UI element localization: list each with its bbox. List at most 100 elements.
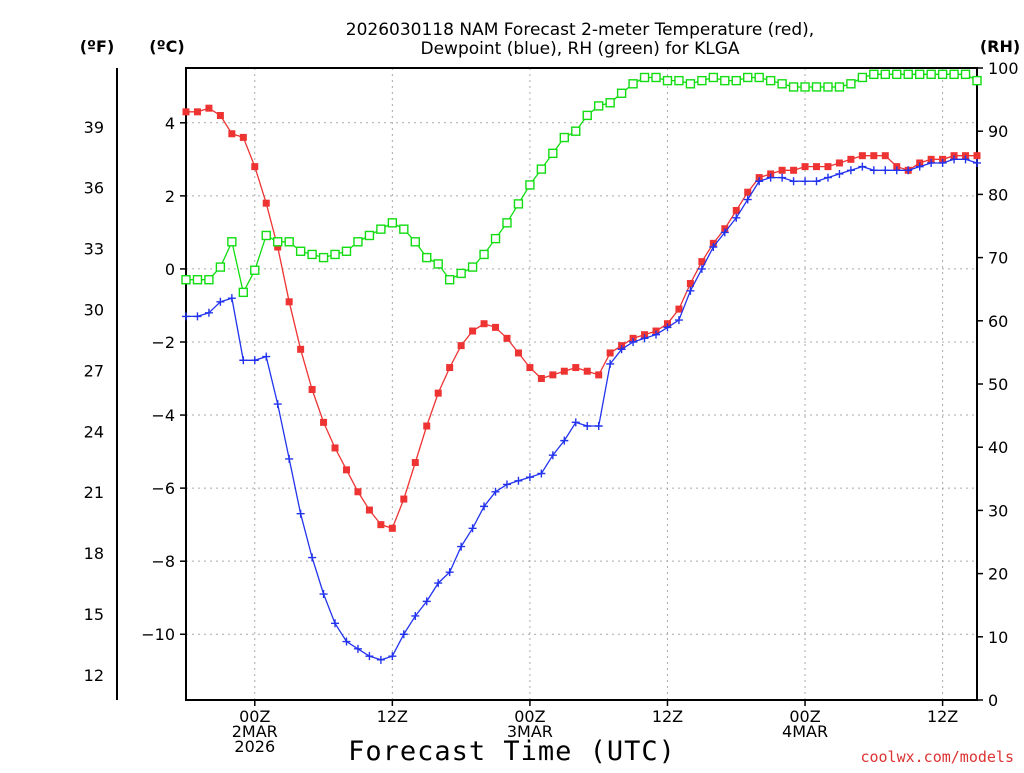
temperature-point <box>526 364 534 372</box>
rh-point <box>754 72 764 83</box>
temperature-point <box>354 488 362 496</box>
celsius-tick-label: 4 <box>165 114 175 133</box>
rh-point <box>960 69 971 80</box>
chart-title-line1: 2026030118 NAM Forecast 2-meter Temperat… <box>346 20 814 40</box>
dewpoint-point <box>342 637 351 646</box>
temperature-point <box>205 104 213 112</box>
dewpoint-series <box>182 155 981 664</box>
dewpoint-point <box>319 590 328 599</box>
dewpoint-point <box>296 509 305 518</box>
temperature-point <box>446 364 454 372</box>
temperature-point <box>835 159 843 167</box>
temperature-point <box>411 459 419 467</box>
dewpoint-point <box>331 619 340 628</box>
rh-point <box>341 246 352 256</box>
rh-tick-label: 90 <box>988 122 1008 141</box>
dewpoint-point <box>434 579 443 588</box>
rh-point <box>834 82 845 92</box>
fahrenheit-tick-label: 21 <box>84 483 104 502</box>
dewpoint-point <box>353 644 362 653</box>
series <box>181 69 982 664</box>
dewpoint-point <box>674 316 683 325</box>
rh-point <box>295 246 306 256</box>
temperature-point <box>858 152 866 160</box>
dewpoint-point <box>525 473 534 482</box>
dewpoint-point <box>640 334 649 343</box>
dewpoint-point <box>686 286 695 295</box>
dewpoint-point <box>514 476 523 485</box>
temperature-point <box>285 298 293 306</box>
dewpoint-point <box>239 356 248 365</box>
rh-point <box>914 69 925 80</box>
temperature-point <box>881 152 889 160</box>
dewpoint-point <box>835 169 844 178</box>
rh-point <box>880 69 890 80</box>
rh-unit-label: (RH) <box>980 37 1020 56</box>
rh-tick-label: 10 <box>988 628 1008 647</box>
x-tick-label: 12Z <box>927 707 958 726</box>
rh-point <box>238 287 249 298</box>
plot-frame <box>185 67 978 701</box>
rh-point <box>399 224 409 234</box>
celsius-tick-label: −2 <box>151 333 175 352</box>
dewpoint-point <box>594 422 603 431</box>
temperature-point <box>469 327 477 335</box>
dewpoint-point <box>766 173 775 182</box>
rh-point <box>846 79 856 89</box>
rh-point <box>181 275 191 285</box>
temperature-point <box>342 466 350 474</box>
rh-point <box>765 75 776 86</box>
credit-text: coolwx.com/models <box>860 748 1014 766</box>
temperature-point <box>801 163 809 171</box>
rh-point <box>318 252 329 263</box>
dewpoint-point <box>583 422 592 431</box>
dewpoint-point <box>663 323 672 332</box>
dewpoint-point <box>365 652 374 661</box>
rh-tick-label: 0 <box>988 691 998 710</box>
temperature-series <box>182 104 981 532</box>
x-tick-label: 00Z <box>514 707 545 726</box>
dewpoint-point <box>548 451 557 460</box>
rh-tick-label: 30 <box>988 501 1008 520</box>
dewpoint-point <box>743 195 752 204</box>
temperature-point <box>549 371 557 379</box>
dewpoint-point <box>491 487 500 496</box>
dewpoint-point <box>801 177 810 186</box>
x-tick-label: 2MAR <box>232 722 278 741</box>
fahrenheit-tick-label: 27 <box>84 361 104 380</box>
temperature-point <box>595 371 603 379</box>
rh-point <box>490 233 501 244</box>
temperature-point <box>377 521 385 529</box>
rh-point <box>857 72 868 83</box>
dewpoint-point <box>502 480 511 489</box>
rh-point <box>479 249 489 260</box>
rh-point <box>743 72 753 83</box>
rh-point <box>422 252 432 263</box>
x-tick-label: 3MAR <box>507 722 553 741</box>
rh-point <box>559 132 570 143</box>
temperature-point <box>239 133 247 141</box>
celsius-tick-label: 2 <box>165 187 175 206</box>
temperature-point <box>606 349 614 357</box>
celsius-unit-label: (ºC) <box>149 37 184 56</box>
fahrenheit-tick-label: 24 <box>84 422 104 441</box>
rh-series <box>181 69 982 298</box>
dewpoint-point <box>182 312 190 321</box>
dewpoint-point <box>961 155 970 164</box>
rh-point <box>456 268 466 279</box>
dewpoint-point <box>457 542 466 551</box>
rh-point <box>674 75 684 86</box>
rh-point <box>926 69 936 80</box>
x-tick-label: 2026 <box>234 737 275 756</box>
x-axis-label: Forecast Time (UTC) <box>348 736 676 767</box>
rh-point <box>502 218 512 228</box>
dewpoint-point <box>973 158 981 167</box>
rh-point <box>353 237 363 247</box>
dewpoint-point <box>193 312 202 321</box>
rh-point <box>972 75 982 86</box>
temperature-point <box>480 320 488 328</box>
dewpoint-point <box>204 308 213 317</box>
temperature-point <box>503 334 511 342</box>
rh-point <box>307 249 317 260</box>
